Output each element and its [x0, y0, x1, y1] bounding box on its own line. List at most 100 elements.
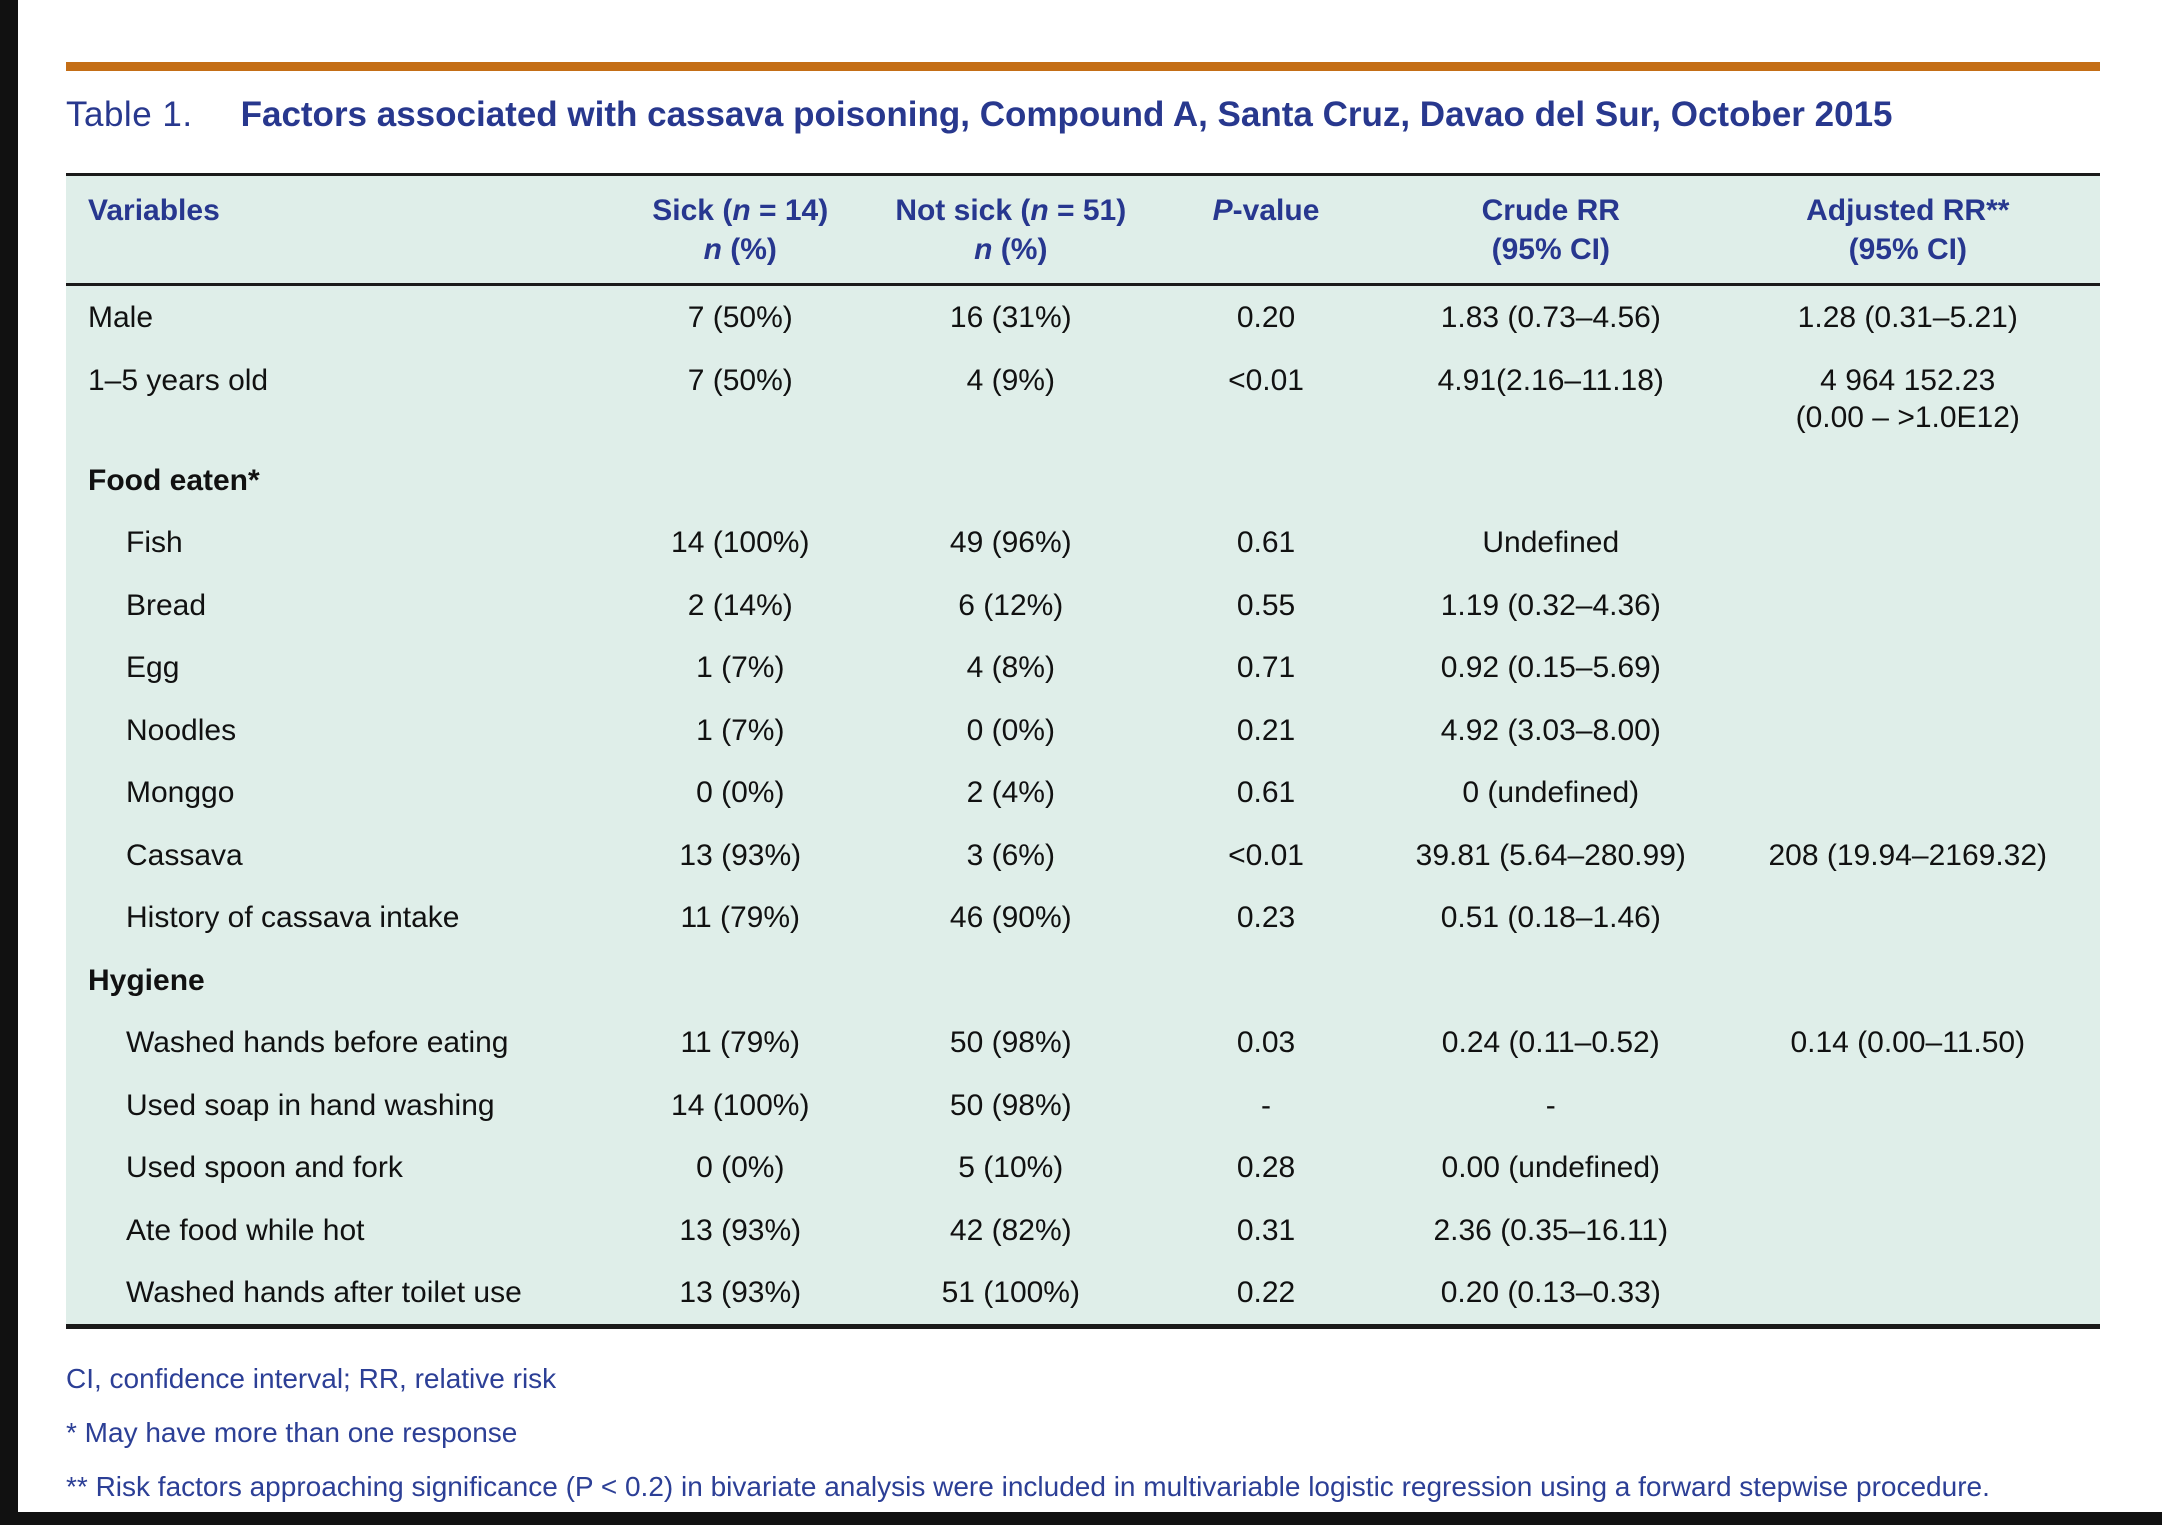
cell-value: 0.31: [1236, 1213, 1296, 1247]
row-label: Used spoon and fork: [126, 1151, 403, 1184]
cell-value: <0.01: [1228, 363, 1304, 397]
table-row: Bread 2 (14%) 6 (12%) 0.55 1.19 (0.32–4.36): [66, 574, 2100, 637]
cell-value: -: [1261, 1088, 1272, 1122]
cell-value: 0.20 (0.13–0.33): [1440, 1276, 1661, 1309]
table-body: Male 7 (50%) 16 (31%) 0.20 1.83 (0.73–4.56) 1…: [66, 285, 2100, 1327]
column-header: Sick (n = 14) n (%): [605, 174, 876, 286]
cell-value: [1716, 1199, 2100, 1262]
table-row: Washed hands after toilet use 13 (93%) 51 …: [66, 1261, 2100, 1326]
cell-value: [1146, 949, 1386, 1012]
cell-value: [1146, 449, 1386, 512]
cell-value: [1716, 761, 2100, 824]
cell-value: 0.71: [1236, 651, 1296, 684]
cell-value: 50 (98%): [949, 1088, 1072, 1122]
cell-value: 1 (7%): [696, 651, 785, 684]
cell-value: 0.55: [1236, 588, 1296, 622]
table-row: Male 7 (50%) 16 (31%) 0.20 1.83 (0.73–4.56) 1…: [66, 285, 2100, 349]
table-head: Variables Sick (n = 14) n (%) Not sick (n =…: [66, 174, 2100, 286]
cell-value: 13 (93%): [679, 838, 802, 872]
accent-rule: [66, 62, 2100, 71]
cell-value: Undefined: [1482, 526, 1620, 559]
table-row: Ate food while hot 13 (93%) 42 (82%) 0.31 2.…: [66, 1199, 2100, 1262]
footnote-single-asterisk: * May have more than one response: [66, 1416, 518, 1448]
row-label: Fish: [126, 526, 183, 559]
section-row: Hygiene: [66, 949, 2100, 1012]
cell-value: 0.61: [1236, 526, 1296, 559]
cell-value: 39.81 (5.64–280.99): [1415, 838, 1686, 872]
row-label: Monggo: [126, 776, 235, 809]
cell-value: 4.92 (3.03–8.00): [1440, 713, 1661, 747]
cell-value: 4 (8%): [966, 651, 1055, 684]
cell-value: 46 (90%): [949, 901, 1072, 934]
cell-value: 1 (7%): [696, 713, 785, 747]
row-label: Ate food while hot: [126, 1213, 365, 1247]
cell-value: 7 (50%): [687, 363, 793, 397]
cell-value: [1716, 886, 2100, 949]
page-edge-bottom: [0, 1512, 2162, 1525]
row-label: Used soap in hand washing: [126, 1088, 495, 1122]
cell-value: 51 (100%): [941, 1276, 1080, 1309]
row-label: History of cassava intake: [126, 901, 460, 934]
column-header: Not sick (n = 51) n (%): [875, 174, 1147, 286]
cell-value: 0 (0%): [696, 1151, 785, 1184]
column-header: P-value: [1146, 174, 1387, 286]
column-header: Crude RR (95% CI): [1386, 174, 1716, 286]
table-number: Table 1.: [66, 95, 193, 134]
footnotes: CI, confidence interval; RR, relative ri…: [66, 1361, 2100, 1506]
cell-value: 11 (79%): [680, 901, 801, 934]
table-figure: Table 1. Factors associated with cassava …: [66, 0, 2100, 1524]
row-label: Noodles: [126, 713, 237, 747]
section-row: Food eaten*: [66, 449, 2100, 512]
cell-value: 42 (82%): [949, 1213, 1072, 1247]
cell-value: [876, 449, 1147, 512]
cell-value: 0.20: [1236, 301, 1296, 334]
cell-value: [605, 949, 876, 1012]
cell-value: [876, 949, 1147, 1012]
table-caption: Table 1. Factors associated with cassava …: [66, 95, 2100, 135]
cell-value: 0.51 (0.18–1.46): [1440, 901, 1661, 934]
cell-value: <0.01: [1228, 838, 1304, 872]
cell-value: 0 (0%): [696, 776, 785, 809]
column-header: Variables: [66, 174, 605, 286]
factors-table: Variables Sick (n = 14) n (%) Not sick (n =…: [66, 173, 2100, 1329]
footnote-double-asterisk: ** Risk factors approaching significance…: [66, 1471, 1990, 1503]
cell-value: 1.19 (0.32–4.36): [1440, 588, 1661, 622]
table-row: History of cassava intake 11 (79%) 46 (90%…: [66, 886, 2100, 949]
row-label: Food eaten*: [88, 463, 260, 497]
cell-value: 0.22: [1236, 1276, 1296, 1309]
cell-value: 0 (0%): [966, 713, 1055, 747]
row-label: 1–5 years old: [88, 363, 269, 397]
cell-value: [605, 449, 876, 512]
column-header: Adjusted RR** (95% CI): [1715, 174, 2100, 286]
cell-value: 0.14 (0.00–11.50): [1790, 1026, 2026, 1059]
row-label: Male: [88, 301, 154, 334]
cell-value: 0 (undefined): [1462, 776, 1640, 809]
cell-value: 6 (12%): [958, 588, 1064, 622]
table-row: Noodles 1 (7%) 0 (0%) 0.21 4.92 (3.03–8.00): [66, 699, 2100, 762]
table-row: Used spoon and fork 0 (0%) 5 (10%) 0.28 0.00…: [66, 1136, 2100, 1199]
cell-value: [1716, 699, 2100, 762]
row-label: Bread: [126, 588, 207, 622]
cell-value: [1716, 1136, 2100, 1199]
cell-value: 5 (10%): [958, 1151, 1064, 1184]
cell-value: [1386, 949, 1716, 1012]
cell-value: [1716, 574, 2100, 637]
table-header-row: Variables Sick (n = 14) n (%) Not sick (n =…: [66, 174, 2100, 286]
table-row: Fish 14 (100%) 49 (96%) 0.61 Undefined: [66, 511, 2100, 574]
cell-value: 4 (9%): [966, 363, 1055, 397]
cell-value: 14 (100%): [671, 1088, 810, 1122]
cell-value: 0.24 (0.11–0.52): [1441, 1026, 1660, 1059]
cell-value: 14 (100%): [671, 526, 810, 559]
cell-value: -: [1545, 1088, 1556, 1122]
cell-value: [1716, 449, 2100, 512]
table-row: Egg 1 (7%) 4 (8%) 0.71 0.92 (0.15–5.69): [66, 636, 2100, 699]
row-label: Egg: [126, 651, 180, 684]
cell-value: 2 (14%): [687, 588, 793, 622]
cell-value: [1716, 1074, 2100, 1137]
page-edge-left: [0, 0, 18, 1525]
table-row: Washed hands before eating 11 (79%) 50 (98…: [66, 1011, 2100, 1074]
cell-value: 0.03: [1236, 1026, 1296, 1059]
cell-value: 13 (93%): [679, 1276, 802, 1309]
cell-value: [1716, 949, 2100, 1012]
